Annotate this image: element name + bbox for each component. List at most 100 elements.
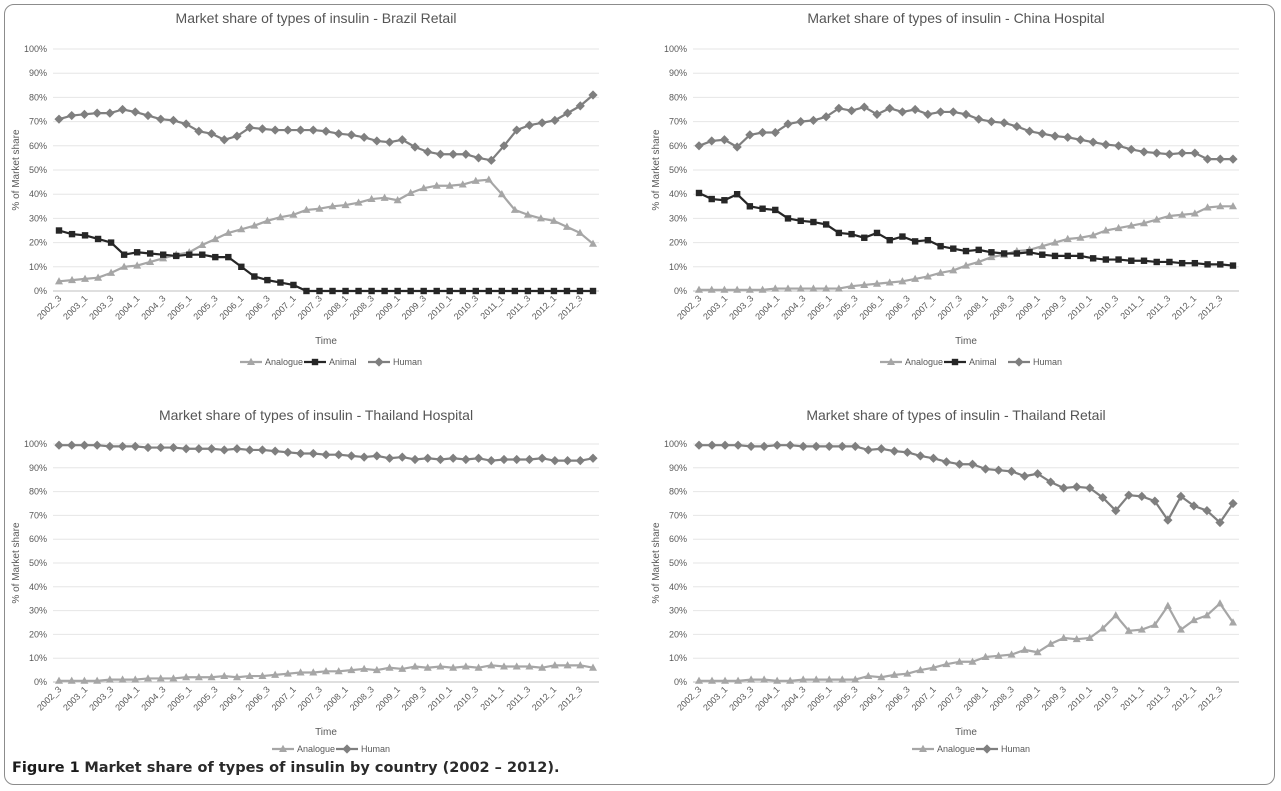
data-point-human: [1012, 121, 1022, 132]
data-point-human: [321, 126, 331, 136]
series-markers-analogue: [695, 599, 1237, 684]
y-tick-label: 30%: [669, 213, 687, 223]
data-point-human: [283, 447, 293, 457]
data-point-analogue: [1007, 650, 1016, 658]
data-point-human: [1150, 496, 1160, 506]
data-point-analogue: [360, 664, 369, 672]
series-line-human: [699, 444, 1234, 524]
data-point-human: [270, 125, 280, 135]
data-point-animal: [537, 287, 545, 295]
data-point-human: [910, 104, 920, 115]
x-tick-label: 2011_1: [478, 293, 506, 321]
data-point-human: [811, 441, 821, 451]
y-tick-label: 60%: [669, 141, 687, 151]
data-point-animal: [1178, 259, 1186, 267]
x-axis-label: Time: [955, 727, 977, 738]
data-point-animal: [1013, 250, 1021, 257]
data-point-analogue: [341, 200, 350, 209]
data-point-human: [785, 440, 795, 450]
data-point-analogue: [784, 284, 792, 292]
data-point-analogue: [354, 198, 363, 206]
data-point-analogue: [549, 216, 558, 224]
y-tick-label: 20%: [29, 238, 47, 248]
data-point-human: [948, 107, 958, 117]
data-point-human: [980, 464, 991, 474]
data-point-human: [384, 137, 395, 147]
data-point-animal: [550, 287, 558, 295]
x-tick-label: 2002_3: [35, 684, 63, 712]
data-point-animal: [55, 227, 63, 234]
x-tick-label: 2008_3: [988, 684, 1016, 712]
data-point-human: [575, 101, 585, 111]
x-tick-label: 2010_1: [1066, 293, 1094, 321]
caption-text: Market share of types of insulin by coun…: [84, 760, 560, 776]
data-point-human: [694, 141, 704, 151]
data-point-analogue: [1124, 626, 1133, 634]
data-point-human: [295, 125, 306, 135]
data-point-analogue: [733, 285, 742, 293]
data-point-analogue: [1051, 238, 1059, 246]
data-point-analogue: [474, 663, 483, 671]
x-tick-label: 2012_1: [530, 293, 558, 321]
data-point-human: [512, 125, 522, 135]
data-point-animal: [225, 253, 232, 261]
x-axis-label: Time: [315, 336, 337, 347]
data-point-analogue: [1189, 615, 1198, 624]
data-point-animal: [459, 287, 466, 295]
data-point-analogue: [445, 181, 454, 189]
data-point-analogue: [322, 667, 330, 675]
data-point-analogue: [276, 212, 285, 221]
x-tick-label: 2011_1: [1118, 684, 1146, 712]
data-point-analogue: [224, 228, 233, 236]
data-point-human: [156, 114, 166, 124]
data-point-analogue: [890, 670, 899, 678]
data-point-animal: [251, 273, 258, 280]
legend-item-analogue: Analogue: [272, 744, 335, 754]
x-tick-label: 2010_3: [452, 293, 480, 321]
data-point-animal: [407, 287, 414, 295]
data-point-human: [1228, 498, 1238, 509]
data-point-analogue: [68, 275, 77, 284]
chart-thailand-hospital: Market share of types of insulin - Thail…: [11, 407, 599, 754]
data-point-human: [897, 107, 908, 117]
data-point-analogue: [523, 210, 532, 218]
data-point-human: [720, 440, 730, 450]
x-tick-label: 2011_3: [1144, 293, 1172, 321]
data-point-analogue: [271, 670, 280, 678]
data-point-analogue: [1140, 219, 1148, 227]
legend-label: Analogue: [297, 744, 335, 754]
data-point-analogue: [525, 662, 534, 670]
x-tick-label: 2007_3: [936, 684, 964, 712]
data-point-analogue: [80, 676, 89, 684]
data-point-human: [1176, 491, 1186, 501]
y-tick-label: 40%: [669, 189, 687, 199]
x-tick-label: 2011_1: [1118, 293, 1146, 321]
y-tick-label: 0%: [34, 286, 47, 296]
data-point-animal: [1026, 249, 1033, 256]
y-tick-label: 80%: [29, 92, 47, 102]
caption-label: Figure 1: [12, 760, 80, 776]
data-point-analogue: [885, 278, 894, 286]
x-tick-label: 2005_1: [165, 684, 193, 712]
data-point-analogue: [695, 285, 703, 293]
data-point-human: [359, 452, 369, 462]
chart-brazil-retail: Market share of types of insulin - Brazi…: [11, 10, 599, 367]
data-point-human: [346, 451, 357, 461]
x-tick-label: 2012_3: [556, 684, 584, 712]
data-point-analogue: [94, 273, 103, 281]
x-tick-label: 2010_1: [426, 293, 454, 321]
data-point-human: [1006, 466, 1017, 476]
x-tick-label: 2011_1: [478, 684, 506, 712]
y-tick-label: 70%: [29, 510, 47, 520]
y-tick-label: 90%: [29, 68, 47, 78]
y-tick-label: 10%: [29, 653, 47, 663]
data-point-human: [1063, 132, 1073, 142]
data-point-human: [588, 90, 598, 100]
legend-item-human: Human: [1008, 357, 1062, 367]
data-point-human: [105, 441, 115, 451]
data-point-human: [902, 447, 912, 457]
data-point-analogue: [484, 175, 493, 183]
x-tick-label: 2004_1: [113, 684, 141, 712]
data-point-human: [321, 450, 331, 460]
data-point-analogue: [107, 268, 116, 276]
